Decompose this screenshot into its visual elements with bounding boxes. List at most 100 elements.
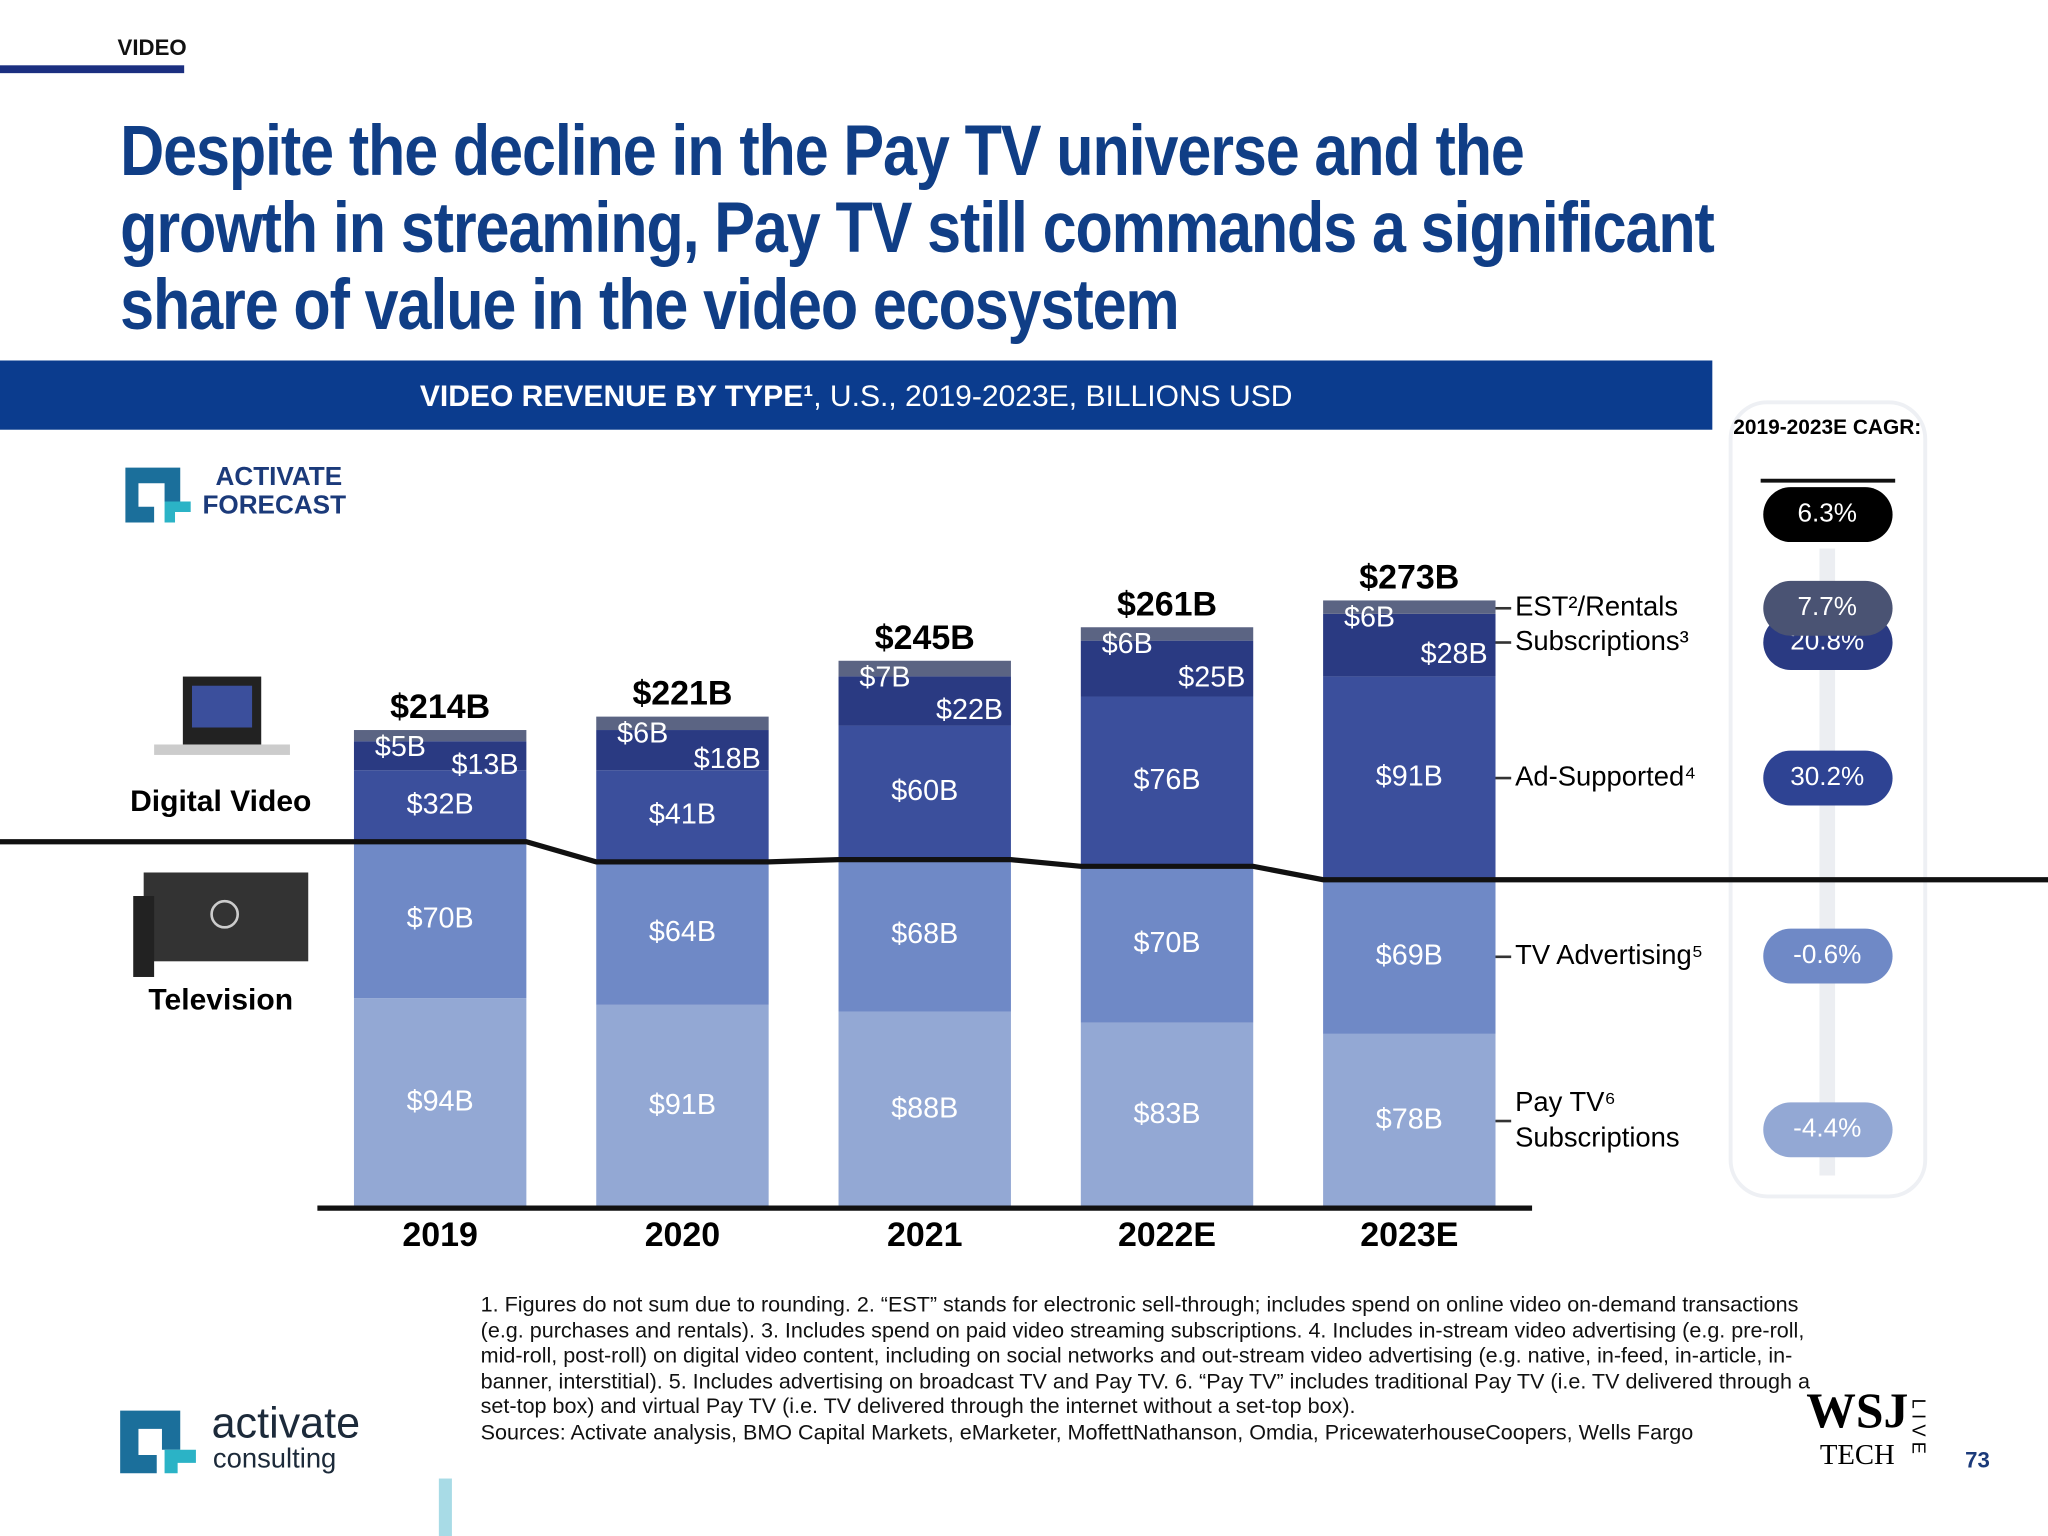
cagr-title: 2019-2023E CAGR: xyxy=(1733,416,1921,439)
value-label: $6B xyxy=(1102,628,1153,660)
bar-segment xyxy=(353,730,527,742)
bar-segment xyxy=(1080,627,1254,641)
value-label: $32B xyxy=(407,789,474,821)
cagr-pill xyxy=(1763,487,1893,543)
x-tick-label: 2021 xyxy=(887,1216,962,1254)
bar-segment xyxy=(596,861,769,1005)
legend-line: Subscriptions xyxy=(1515,1122,1680,1153)
page-number: 73 xyxy=(1965,1447,1990,1472)
chart-title-band: VIDEO REVENUE BY TYPE¹, U.S., 2019-2023E… xyxy=(0,360,1713,430)
value-label: $91B xyxy=(1376,761,1443,793)
bar-segment xyxy=(353,741,527,771)
section-bar xyxy=(0,65,185,74)
footnotes: 1. Figures do not sum due to rounding. 2… xyxy=(480,1293,1810,1419)
value-label: $41B xyxy=(649,799,716,831)
total-label: $245B xyxy=(875,619,975,657)
value-label: $76B xyxy=(1133,764,1200,796)
bar-segment xyxy=(1323,676,1496,880)
value-label: $5B xyxy=(375,731,426,763)
bar-segment xyxy=(353,770,527,842)
bar-segment xyxy=(838,660,1011,677)
x-tick-label: 2020 xyxy=(645,1216,721,1254)
badge-line: ACTIVATE xyxy=(216,461,343,491)
digital-tv-divider xyxy=(0,839,2048,883)
group-label: Television xyxy=(148,984,293,1017)
partner-side: LIVE xyxy=(1909,1399,1930,1459)
value-label: $91B xyxy=(649,1089,716,1121)
cagr-label: -0.6% xyxy=(1793,939,1861,969)
legend-label: Pay TV⁶ Subscriptions xyxy=(1515,1086,1680,1152)
forecast-logo xyxy=(125,467,191,523)
laptop-icon xyxy=(154,676,290,755)
bar-segment xyxy=(1080,866,1254,1023)
footnotes-block: 1. Figures do not sum due to rounding. 2… xyxy=(481,1293,1813,1446)
total-label: $221B xyxy=(632,675,732,713)
legend-label: Ad-Supported⁴ xyxy=(1515,760,1696,791)
logo-name: activate xyxy=(212,1400,361,1448)
value-label: $22B xyxy=(936,694,1003,726)
cagr-label: 7.7% xyxy=(1798,591,1858,621)
bar-segment xyxy=(596,1004,769,1209)
total-label: $214B xyxy=(390,688,490,726)
bar-segment xyxy=(838,859,1011,1012)
tv-icon xyxy=(133,872,309,977)
activate-logo xyxy=(120,1410,196,1474)
cagr-label: 6.3% xyxy=(1798,498,1858,528)
bar-segment xyxy=(1323,600,1496,614)
logo-tag: consulting xyxy=(213,1442,336,1473)
bar-segment xyxy=(1323,1033,1496,1209)
x-tick-label: 2023E xyxy=(1360,1216,1458,1254)
bar-segment xyxy=(838,676,1011,726)
cagr-pill xyxy=(1763,750,1893,806)
partner-bottom: TECH xyxy=(1820,1439,1895,1471)
bar-segment xyxy=(1080,640,1254,697)
cagr-label: -4.4% xyxy=(1793,1113,1861,1143)
accent-bar xyxy=(438,1478,452,1536)
x-tick-label: 2019 xyxy=(402,1216,478,1254)
bar-segment xyxy=(596,716,769,731)
cagr-pill xyxy=(1763,1102,1893,1158)
group-label: Digital Video xyxy=(130,785,311,818)
value-label: $78B xyxy=(1376,1104,1443,1136)
bar-segment xyxy=(596,730,769,771)
chart-subtitle: , U.S., 2019-2023E, BILLIONS USD xyxy=(813,378,1293,413)
bar-segment xyxy=(596,770,769,862)
cagr-pill xyxy=(1763,928,1893,984)
cagr-label: 30.2% xyxy=(1790,761,1864,791)
bar-segment xyxy=(1323,613,1496,677)
bar-segment xyxy=(353,841,527,999)
value-label: $18B xyxy=(694,743,761,775)
legend-label: EST²/Rentals xyxy=(1515,591,1678,622)
value-label: $69B xyxy=(1376,939,1443,971)
value-label: $68B xyxy=(891,918,958,950)
bar-segment xyxy=(1323,879,1496,1034)
value-label: $88B xyxy=(891,1092,958,1124)
bar-segment xyxy=(1080,696,1254,867)
legend-line: Pay TV⁶ xyxy=(1515,1086,1616,1117)
value-label: $28B xyxy=(1421,638,1488,670)
bar-segment xyxy=(353,998,527,1209)
legend-label: TV Advertising⁵ xyxy=(1515,939,1703,970)
x-tick-label: 2022E xyxy=(1118,1216,1216,1254)
bar-segment xyxy=(838,725,1011,860)
page-title: Despite the decline in the Pay TV univer… xyxy=(120,109,1715,345)
value-label: $83B xyxy=(1133,1098,1200,1130)
value-label: $13B xyxy=(451,749,518,781)
bar-segment xyxy=(838,1011,1011,1209)
bar-segment xyxy=(1080,1022,1254,1209)
value-label: $64B xyxy=(649,916,716,948)
cagr-track xyxy=(1819,548,1836,1176)
chart-title: VIDEO REVENUE BY TYPE¹ xyxy=(419,378,814,413)
total-label: $273B xyxy=(1359,559,1459,597)
value-label: $6B xyxy=(1344,601,1395,633)
value-label: $70B xyxy=(407,903,474,935)
section-label: VIDEO xyxy=(117,35,187,61)
value-label: $6B xyxy=(617,718,668,750)
total-label: $261B xyxy=(1117,585,1217,623)
value-label: $70B xyxy=(1133,927,1200,959)
value-label: $60B xyxy=(891,775,958,807)
sources: Sources: Activate analysis, BMO Capital … xyxy=(480,1420,1694,1444)
value-label: $7B xyxy=(859,662,910,694)
